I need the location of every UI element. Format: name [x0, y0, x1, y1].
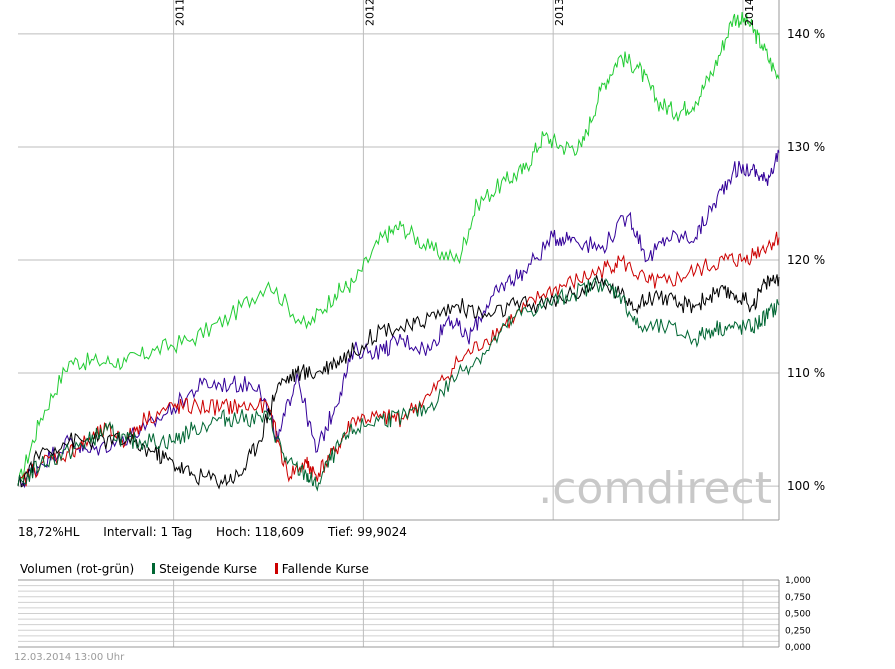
rising-color-swatch — [152, 563, 156, 574]
volume-y-tick-label-3: 0,250 — [785, 626, 811, 636]
y-tick-label-1: 110 % — [787, 366, 825, 380]
y-tick-label-0: 100 % — [787, 479, 825, 493]
series-line-0 — [17, 11, 780, 487]
high-value: Hoch: 118,609 — [216, 525, 305, 539]
comdirect-watermark: .comdirect — [538, 463, 772, 514]
series-lines — [17, 11, 780, 492]
y-tick-label-4: 140 % — [787, 27, 825, 41]
x-tick-label-0: 2011 — [174, 0, 187, 26]
x-tick-label-2: 2013 — [553, 0, 566, 26]
timestamp: 12.03.2014 13:00 Uhr — [14, 652, 125, 663]
low-value: Tief: 99,9024 — [327, 525, 407, 539]
volume-y-axis-labels: 1,000 0,750 0,500 0,250 0,000 — [785, 576, 811, 653]
series-line-3 — [17, 274, 780, 490]
x-axis-labels: 2011 2012 2013 2014 — [174, 0, 756, 26]
series-line-4 — [17, 276, 780, 492]
volume-y-tick-label-1: 0,750 — [785, 593, 811, 603]
falling-color-swatch — [274, 563, 278, 574]
volume-y-tick-label-2: 0,500 — [785, 610, 811, 620]
y-axis-labels: 100 % 110 % 120 % 130 % 140 % — [787, 27, 825, 493]
interval-value: Intervall: 1 Tag — [103, 525, 193, 539]
x-tick-label-3: 2014 — [743, 0, 756, 26]
volume-legend: Volumen (rot-grün) Steigende Kurse Falle… — [20, 562, 369, 576]
volume-y-tick-label-0: 1,000 — [785, 576, 811, 586]
x-tick-label-1: 2012 — [363, 0, 376, 26]
y-tick-label-2: 120 % — [787, 253, 825, 267]
stats-bar: 18,72%HL Intervall: 1 Tag Hoch: 118,609 … — [18, 525, 427, 539]
falling-label: Fallende Kurse — [281, 562, 369, 576]
series-line-2 — [17, 231, 780, 487]
y-tick-label-3: 130 % — [787, 140, 825, 154]
volume-grid — [18, 579, 780, 648]
performance-value: 18,72%HL — [18, 525, 80, 539]
rising-label: Steigende Kurse — [159, 562, 257, 576]
volume-y-tick-label-4: 0,000 — [785, 643, 811, 653]
series-line-1 — [17, 149, 780, 489]
volume-label: Volumen (rot-grün) — [20, 562, 135, 576]
